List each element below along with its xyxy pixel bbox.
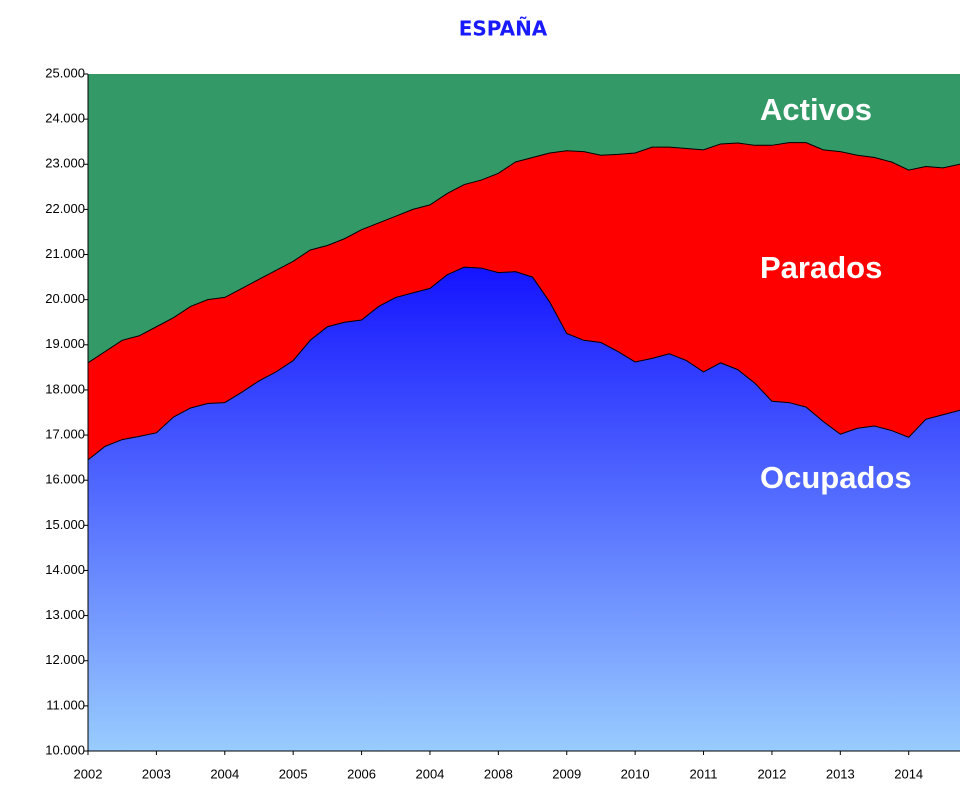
x-tick-label: 2006 — [347, 766, 376, 781]
y-tick-label: 25.000 — [45, 65, 85, 80]
y-tick-label: 21.000 — [45, 246, 85, 261]
y-tick-label: 15.000 — [45, 517, 85, 532]
x-tick-label: 2010 — [621, 766, 650, 781]
y-tick-label: 16.000 — [45, 472, 85, 487]
chart-title: ESPAÑA — [459, 17, 548, 41]
x-tick-label: 2011 — [690, 766, 718, 781]
x-tick-label: 2012 — [757, 766, 786, 781]
x-tick-label: 2008 — [484, 766, 513, 781]
area — [88, 142, 960, 460]
y-tick-label: 13.000 — [45, 607, 85, 622]
x-tick-label: 2002 — [74, 766, 103, 781]
y-tick-label: 22.000 — [45, 201, 85, 216]
y-tick-label: 12.000 — [45, 652, 85, 667]
y-tick-label: 24.000 — [45, 111, 85, 126]
y-tick-label: 10.000 — [45, 742, 85, 757]
series-label: Activos — [760, 92, 872, 127]
x-tick-label: 2004 — [210, 766, 239, 781]
area-outline — [87, 142, 960, 364]
area-outline — [87, 266, 960, 461]
x-tick-label: 2004 — [415, 766, 444, 781]
y-tick-label: 11.000 — [46, 697, 85, 712]
y-tick-label: 14.000 — [45, 562, 85, 577]
x-tick-label: 2005 — [279, 766, 308, 781]
y-tick-label: 18.000 — [45, 381, 85, 396]
series-label: Ocupados — [760, 460, 912, 495]
y-tick-label: 17.000 — [45, 427, 85, 442]
x-tick-label: 2014 — [894, 766, 923, 781]
x-tick-label: 2009 — [552, 766, 581, 781]
y-tick-label: 23.000 — [45, 156, 85, 171]
area — [88, 267, 960, 751]
x-tick-label: 2003 — [142, 766, 171, 781]
x-tick-label: 2013 — [826, 766, 855, 781]
y-tick-label: 20.000 — [45, 291, 85, 306]
series-label: Parados — [760, 250, 882, 285]
y-tick-label: 19.000 — [45, 336, 85, 351]
